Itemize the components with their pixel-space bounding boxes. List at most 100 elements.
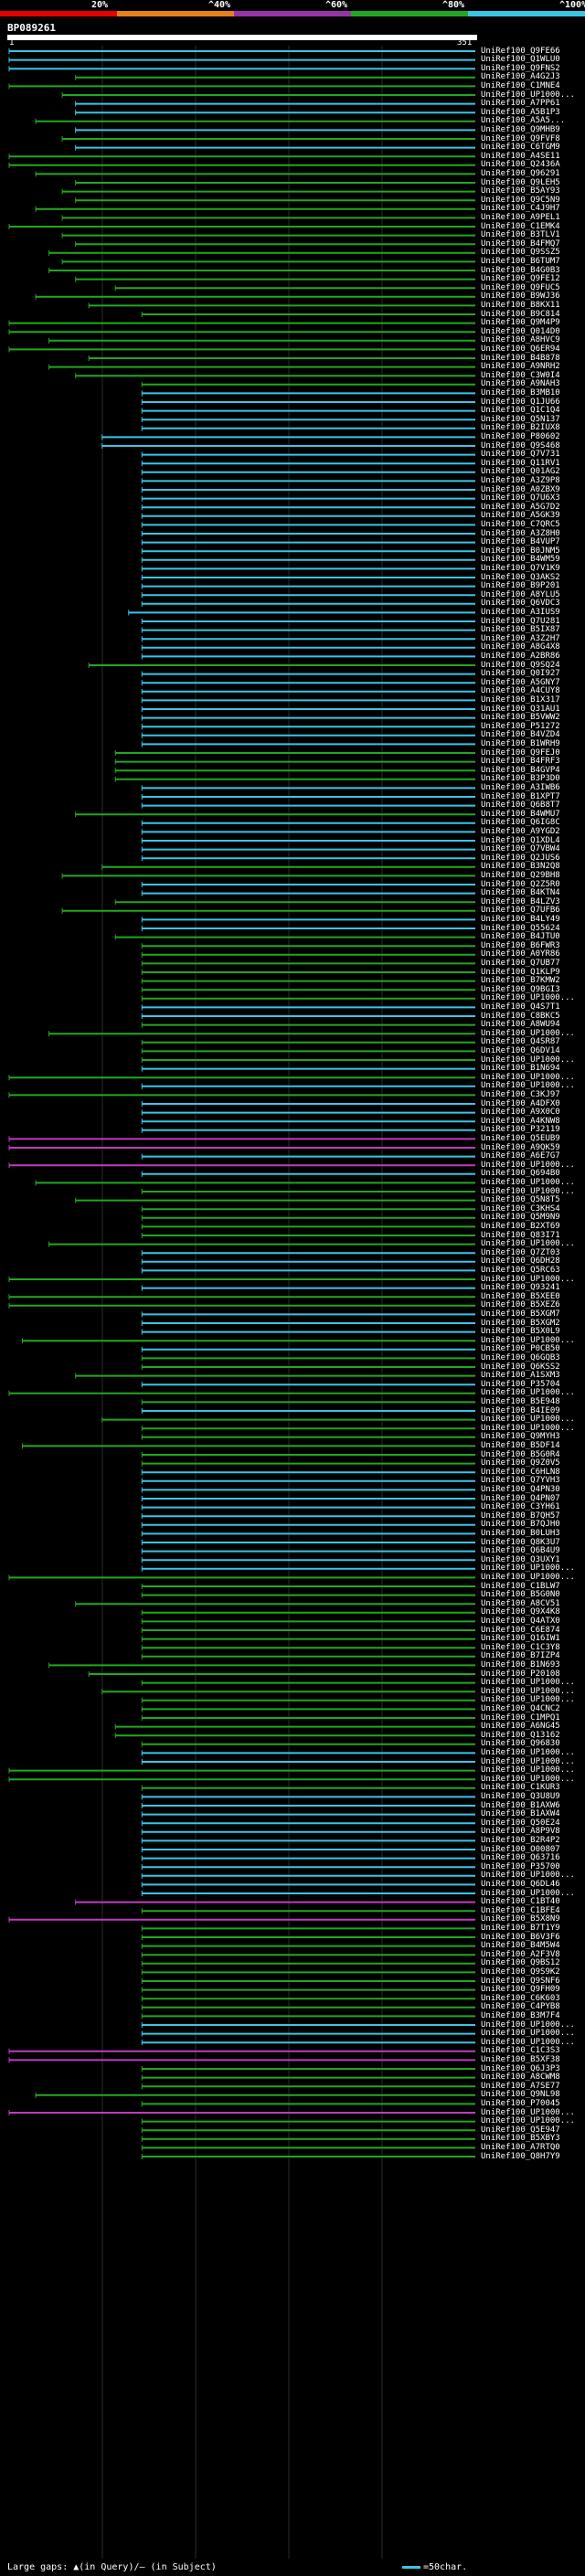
hit-label[interactable]: UniRef100_Q9LEH5 — [481, 177, 560, 187]
hit-label[interactable]: UniRef100_UP1000... — [481, 1186, 575, 1196]
hit-label[interactable]: UniRef100_Q4PN07 — [481, 1493, 560, 1503]
hit-label[interactable]: UniRef100_A9YGD2 — [481, 826, 560, 836]
hit-label[interactable]: UniRef100_Q9S9K2 — [481, 1966, 560, 1977]
hit-label[interactable]: UniRef100_C1C3S3 — [481, 2046, 560, 2056]
hit-label[interactable]: UniRef100_B5DF14 — [481, 1440, 560, 1450]
hit-label[interactable]: UniRef100_Q29BH8 — [481, 870, 560, 880]
hit-label[interactable]: UniRef100_P32119 — [481, 1125, 560, 1135]
hit-label[interactable]: UniRef100_A5G7D2 — [481, 502, 560, 512]
hit-label[interactable]: UniRef100_B4B878 — [481, 353, 560, 363]
hit-label[interactable]: UniRef100_P70045 — [481, 2098, 560, 2108]
hit-label[interactable]: UniRef100_A8CWM8 — [481, 2072, 560, 2083]
hit-label[interactable]: UniRef100_UP1000... — [481, 1423, 575, 1433]
hit-label[interactable]: UniRef100_UP1000... — [481, 993, 575, 1003]
hit-label[interactable]: UniRef100_Q7VBW4 — [481, 844, 560, 854]
hit-label[interactable]: UniRef100_B5X8N9 — [481, 1914, 560, 1924]
hit-label[interactable]: UniRef100_B4JTU0 — [481, 932, 560, 942]
hit-label[interactable]: UniRef100_Q3AKS2 — [481, 572, 560, 582]
hit-label[interactable]: UniRef100_B6TUM7 — [481, 256, 560, 266]
hit-label[interactable]: UniRef100_UP1000... — [481, 90, 575, 100]
hit-label[interactable]: UniRef100_B1WRH9 — [481, 738, 560, 748]
hit-label[interactable]: UniRef100_Q11RV1 — [481, 458, 560, 468]
hit-label[interactable]: UniRef100_Q16IW1 — [481, 1634, 560, 1644]
hit-label[interactable]: UniRef100_Q9BS12 — [481, 1958, 560, 1968]
hit-label[interactable]: UniRef100_Q4SR87 — [481, 1037, 560, 1047]
hit-label[interactable]: UniRef100_C8BKC5 — [481, 1011, 560, 1021]
hit-label[interactable]: UniRef100_B9P201 — [481, 581, 560, 591]
hit-label[interactable]: UniRef100_B3TLV1 — [481, 230, 560, 240]
hit-label[interactable]: UniRef100_A0YR86 — [481, 949, 560, 959]
hit-label[interactable]: UniRef100_P80602 — [481, 431, 560, 441]
hit-label[interactable]: UniRef100_A3Z8H0 — [481, 528, 560, 538]
hit-label[interactable]: UniRef100_C1C3Y8 — [481, 1642, 560, 1652]
hit-label[interactable]: UniRef100_UP1000... — [481, 1072, 575, 1082]
hit-label[interactable]: UniRef100_B1AXW6 — [481, 1800, 560, 1810]
hit-label[interactable]: UniRef100_Q9X4K8 — [481, 1607, 560, 1617]
hit-label[interactable]: UniRef100_Q7ZT03 — [481, 1247, 560, 1257]
hit-label[interactable]: UniRef100_A1SXM3 — [481, 1371, 560, 1381]
hit-label[interactable]: UniRef100_Q9C5N9 — [481, 195, 560, 205]
hit-label[interactable]: UniRef100_C6TGM9 — [481, 143, 560, 153]
hit-label[interactable]: UniRef100_A7SE77 — [481, 2081, 560, 2091]
hit-label[interactable]: UniRef100_B8KX11 — [481, 300, 560, 310]
hit-label[interactable]: UniRef100_P51272 — [481, 721, 560, 731]
hit-label[interactable]: UniRef100_P35704 — [481, 1379, 560, 1389]
hit-label[interactable]: UniRef100_Q2JUS6 — [481, 853, 560, 863]
hit-label[interactable]: UniRef100_B4LZV3 — [481, 896, 560, 906]
hit-label[interactable]: UniRef100_B1X317 — [481, 694, 560, 705]
hit-label[interactable]: UniRef100_Q0I927 — [481, 669, 560, 679]
hit-label[interactable]: UniRef100_Q9S468 — [481, 440, 560, 451]
hit-label[interactable]: UniRef100_Q6J3P3 — [481, 2063, 560, 2073]
hit-label[interactable]: UniRef100_A2F3V8 — [481, 1949, 560, 1959]
hit-label[interactable]: UniRef100_UP1000... — [481, 1335, 575, 1345]
hit-label[interactable]: UniRef100_Q6KSS2 — [481, 1362, 560, 1372]
hit-label[interactable]: UniRef100_Q1XDL4 — [481, 835, 560, 845]
hit-label[interactable]: UniRef100_A5GNY7 — [481, 677, 560, 687]
hit-label[interactable]: UniRef100_Q1WLU0 — [481, 55, 560, 65]
hit-label[interactable]: UniRef100_UP1000... — [481, 1695, 575, 1705]
hit-label[interactable]: UniRef100_UP1000... — [481, 2116, 575, 2126]
hit-label[interactable]: UniRef100_B5X0L9 — [481, 1327, 560, 1337]
hit-label[interactable]: UniRef100_Q5N8T5 — [481, 1195, 560, 1205]
hit-label[interactable]: UniRef100_Q6B4U9 — [481, 1546, 560, 1556]
hit-label[interactable]: UniRef100_UP1000... — [481, 1747, 575, 1757]
hit-label[interactable]: UniRef100_B2XT69 — [481, 1221, 560, 1231]
hit-label[interactable]: UniRef100_C4PYB8 — [481, 2002, 560, 2012]
hit-label[interactable]: UniRef100_Q5EUB9 — [481, 1133, 560, 1143]
hit-label[interactable]: UniRef100_Q5RC63 — [481, 1265, 560, 1275]
hit-label[interactable]: UniRef100_B3M7F4 — [481, 2010, 560, 2020]
hit-label[interactable]: UniRef100_A9NAH3 — [481, 379, 560, 389]
hit-label[interactable]: UniRef100_A9QK59 — [481, 1142, 560, 1152]
hit-label[interactable]: UniRef100_A2BR86 — [481, 651, 560, 661]
hit-label[interactable]: UniRef100_Q8K3U7 — [481, 1537, 560, 1547]
hit-label[interactable]: UniRef100_B7KMW2 — [481, 976, 560, 986]
hit-label[interactable]: UniRef100_Q50E24 — [481, 1818, 560, 1828]
hit-label[interactable]: UniRef100_UP1000... — [481, 1888, 575, 1898]
hit-label[interactable]: UniRef100_C3YH61 — [481, 1502, 560, 1512]
hit-label[interactable]: UniRef100_B2IUX8 — [481, 423, 560, 433]
hit-label[interactable]: UniRef100_Q7V731 — [481, 450, 560, 460]
hit-label[interactable]: UniRef100_B9WJ36 — [481, 292, 560, 302]
hit-label[interactable]: UniRef100_UP1000... — [481, 1564, 575, 1574]
hit-label[interactable]: UniRef100_Q9FUC5 — [481, 282, 560, 292]
hit-label[interactable]: UniRef100_B4FMQ7 — [481, 239, 560, 249]
hit-label[interactable]: UniRef100_A8G4X8 — [481, 642, 560, 652]
hit-label[interactable]: UniRef100_A5B1P3 — [481, 107, 560, 117]
hit-label[interactable]: UniRef100_Q55624 — [481, 923, 560, 933]
hit-label[interactable]: UniRef100_C6E874 — [481, 1625, 560, 1635]
hit-label[interactable]: UniRef100_B9C814 — [481, 309, 560, 319]
hit-label[interactable]: UniRef100_UP1000... — [481, 1678, 575, 1688]
hit-label[interactable]: UniRef100_UP1000... — [481, 1274, 575, 1284]
hit-label[interactable]: UniRef100_B4GVP4 — [481, 765, 560, 775]
hit-label[interactable]: UniRef100_UP1000... — [481, 1756, 575, 1766]
hit-label[interactable]: UniRef100_UP1000... — [481, 1177, 575, 1187]
hit-label[interactable]: UniRef100_UP1000... — [481, 1774, 575, 1784]
hit-label[interactable]: UniRef100_A6E7G7 — [481, 1151, 560, 1161]
hit-label[interactable]: UniRef100_Q8H7Y9 — [481, 2151, 560, 2161]
hit-label[interactable]: UniRef100_A4G2J3 — [481, 72, 560, 82]
hit-label[interactable]: UniRef100_B4KTN4 — [481, 888, 560, 898]
hit-label[interactable]: UniRef100_B5E948 — [481, 1396, 560, 1406]
hit-label[interactable]: UniRef100_B5XEZ6 — [481, 1300, 560, 1310]
hit-label[interactable]: UniRef100_Q1JU66 — [481, 397, 560, 407]
hit-label[interactable]: UniRef100_Q96830 — [481, 1739, 560, 1749]
